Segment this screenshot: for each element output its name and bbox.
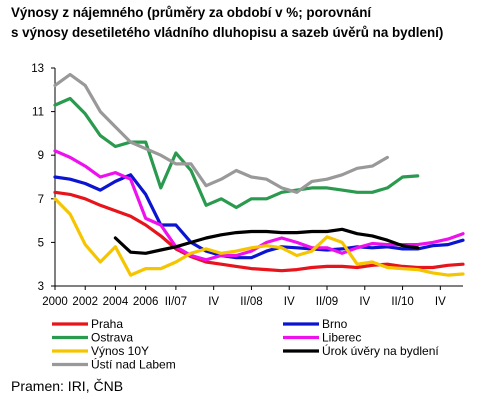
x-tick-label-4: II/07: [165, 296, 187, 308]
chart-title-line-1: Výnosy z nájemného (průměry za období v …: [11, 5, 372, 20]
x-tick-label-5: IV: [208, 296, 219, 308]
legend-label-5: Úrok úvěry na bydlení: [322, 343, 439, 358]
x-tick-label-6: II/08: [240, 296, 262, 308]
x-tick-label-8: II/09: [316, 296, 338, 308]
x-tick-label-1: 2002: [72, 296, 98, 308]
series-line-2: [53, 96, 420, 210]
y-tick-label-5: 13: [31, 63, 44, 75]
y-tick-label-1: 5: [38, 237, 44, 249]
x-tick-label-3: 2006: [133, 296, 159, 308]
legend-label-1: Brno: [322, 317, 348, 331]
y-tick-label-3: 9: [38, 150, 44, 162]
series-line-3: [53, 149, 465, 262]
chart-title-line-2: s výnosy desetiletého vládního dluhopisu…: [11, 25, 444, 40]
legend-label-0: Praha: [91, 317, 123, 331]
x-tick-label-10: II/10: [391, 296, 413, 308]
x-tick-label-11: IV: [435, 296, 446, 308]
legend-label-6: Ústí nad Labem: [91, 357, 176, 372]
series-line-0: [53, 190, 465, 273]
y-tick-label-0: 3: [38, 281, 44, 293]
series-line-4: [53, 197, 465, 277]
legend-label-2: Ostrava: [91, 331, 133, 345]
line-chart: 3 5 7 9 11 13 2000 2002 2004 2006 II/07 IV II/08 IV II…: [31, 63, 465, 372]
legend-label-4: Výnos 10Y: [91, 344, 149, 358]
x-tick-label-7: IV: [284, 296, 295, 308]
x-tick-label-2: 2004: [103, 296, 129, 308]
x-tick-label-9: IV: [359, 296, 370, 308]
legend-label-3: Liberec: [322, 331, 361, 345]
source-note: Pramen: IRI, ČNB: [11, 378, 124, 394]
chart-title: Výnosy z nájemného (průměry za období v …: [11, 3, 497, 43]
series-line-1: [53, 173, 465, 260]
series-line-6: [53, 72, 389, 194]
x-tick-label-0: 2000: [42, 296, 68, 308]
y-tick-label-2: 7: [38, 194, 44, 206]
series-line-5: [113, 227, 420, 255]
y-tick-label-4: 11: [32, 107, 44, 119]
